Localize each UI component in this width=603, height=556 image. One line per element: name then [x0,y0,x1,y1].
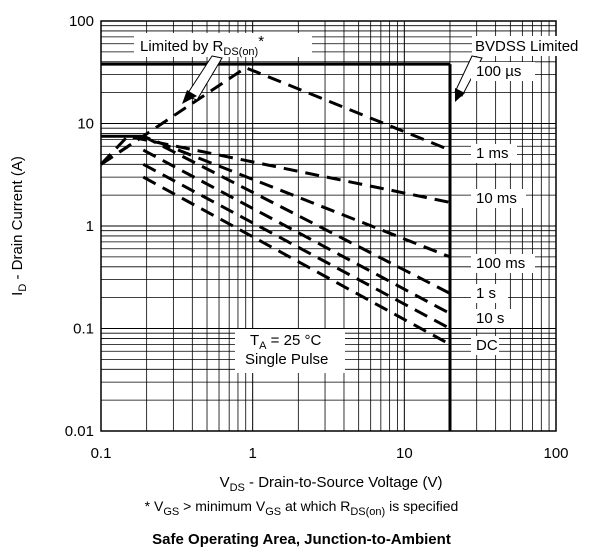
curve-labels: 100 µs 1 ms 10 ms 100 ms 1 s 10 s DC [471,62,535,355]
curve-label: 100 ms [476,255,525,272]
curve-label-bg [471,336,499,355]
curve-label: 1 s [476,285,496,302]
series-dc [142,175,451,346]
curve-label-bg [471,254,535,273]
curve-label: 1 ms [476,145,509,162]
curve-label-bg [471,62,535,81]
series-10-s [142,162,451,330]
curve-label: 10 s [476,310,504,327]
annotations: Limited by RDS(on)* BVDSS Limited TA = 2… [134,33,603,373]
y-tick-label: 1 [86,218,94,235]
x-axis-title: VDS - Drain-to-Source Voltage (V) [220,474,443,494]
chart-title: Safe Operating Area, Junction-to-Ambient [152,531,451,548]
limited-rds-label: Limited by RDS(on)* [140,33,264,58]
x-tick-label: 100 [543,445,568,462]
series-100-s [100,66,451,166]
bvdss-label: BVDSS Limited [475,38,578,55]
ta-label: TA = 25 °C [250,332,321,352]
y-tick-label: 0.1 [73,321,94,338]
curve-label-bg [471,284,508,303]
tick-labels: 0.1 1 10 100 0.01 0.1 1 10 100 [65,13,569,462]
y-tick-label: 100 [69,13,94,30]
x-tick-label: 1 [248,445,256,462]
curve-label: 10 ms [476,190,517,207]
y-axis-title: ID - Drain Current (A) [9,156,29,296]
curve-label: 100 µs [476,63,521,80]
series-100-ms [142,134,451,295]
footnote: * VGS > minimum VGS at which RDS(on) is … [144,498,459,518]
bvdss-arrowhead [455,88,465,102]
x-tick-label: 10 [396,445,413,462]
series-1-ms [99,134,451,204]
curve-label-bg [471,144,517,163]
pulse-label: Single Pulse [245,351,328,368]
plot-frame [100,20,557,432]
series-group [99,62,452,431]
y-tick-label: 10 [77,116,94,133]
limited-rds-arrow [185,55,223,101]
curve-label-bg [471,309,517,328]
curve-label-bg [471,189,526,208]
y-tick-label: 0.01 [65,423,94,440]
curve-label: DC [476,337,498,354]
series-1-s [142,148,451,315]
limited-rds-arrowhead [182,90,197,104]
x-tick-label: 0.1 [91,445,112,462]
